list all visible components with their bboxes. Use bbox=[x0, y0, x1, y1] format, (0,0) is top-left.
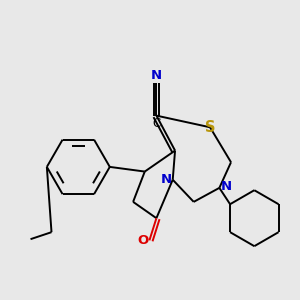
Text: N: N bbox=[151, 69, 162, 82]
Text: C: C bbox=[152, 117, 160, 130]
Text: N: N bbox=[220, 180, 232, 193]
Text: S: S bbox=[205, 120, 215, 135]
Text: O: O bbox=[137, 234, 148, 247]
Text: N: N bbox=[160, 173, 172, 186]
